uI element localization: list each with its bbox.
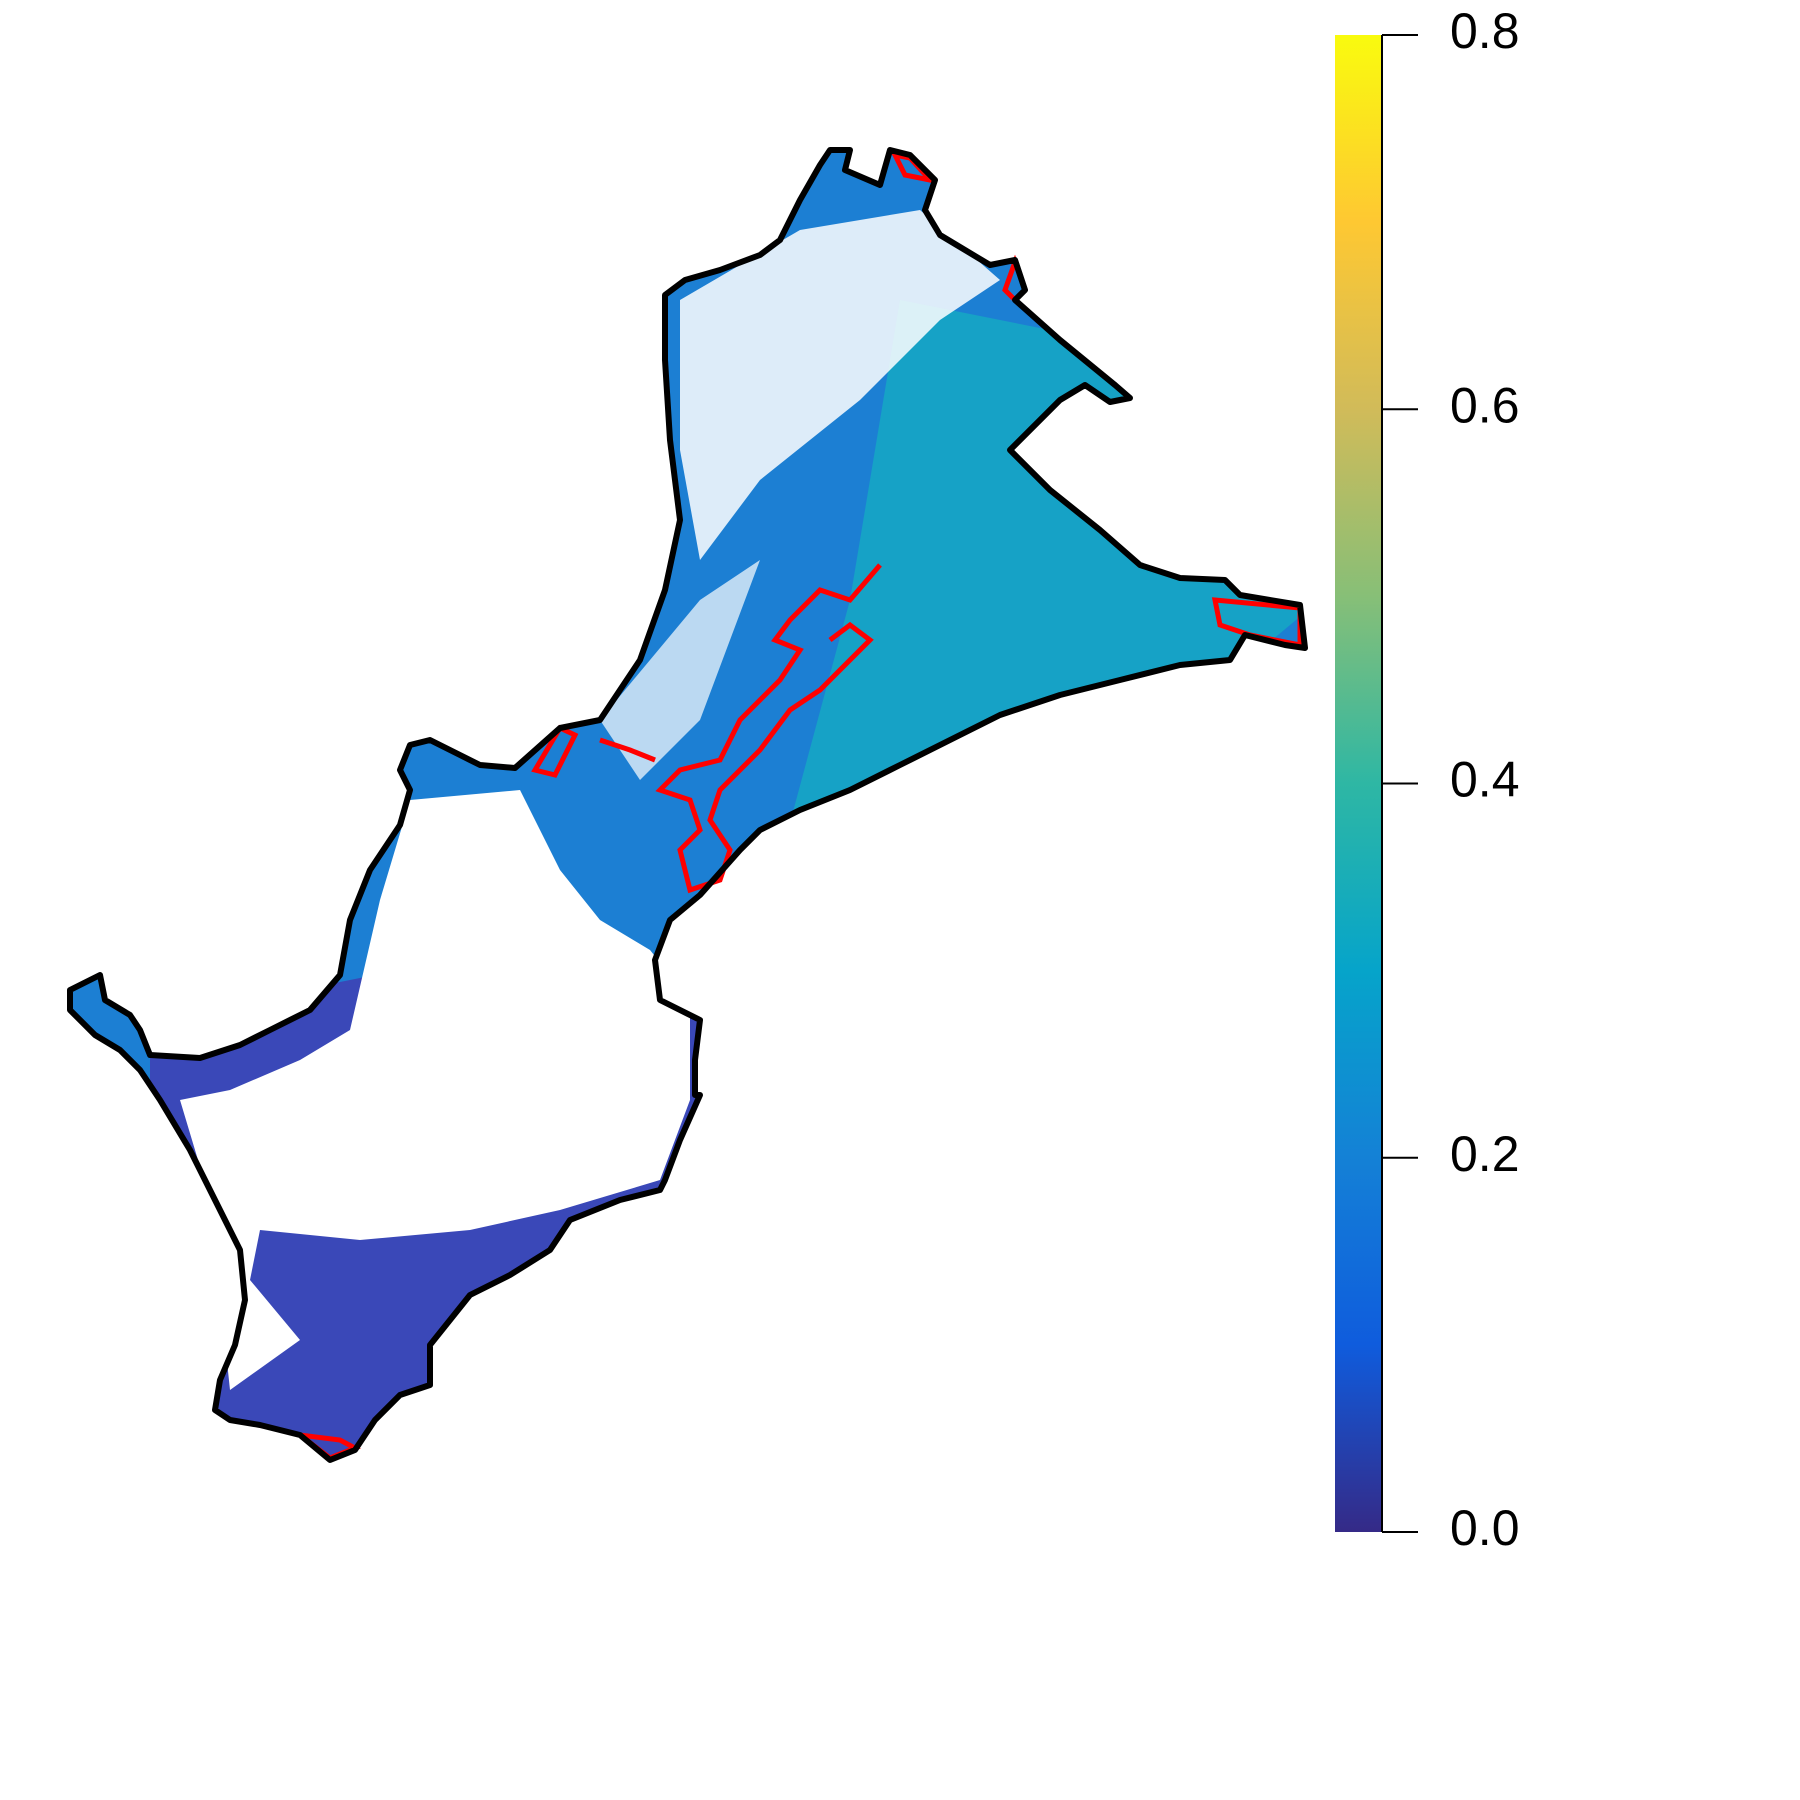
no-data-area xyxy=(180,790,690,1390)
red-contour xyxy=(599,737,656,763)
tick-label: 0.0 xyxy=(1450,1500,1520,1556)
tick-label: 0.2 xyxy=(1450,1126,1520,1182)
no-data-area xyxy=(600,560,760,780)
tick-label: 0.4 xyxy=(1450,752,1520,808)
tick-label: 0.6 xyxy=(1450,377,1520,433)
red-contour xyxy=(655,563,882,894)
red-contour xyxy=(531,724,579,778)
red-contour xyxy=(890,151,937,184)
tick-label: 0.8 xyxy=(1450,3,1520,59)
raster-base xyxy=(70,150,1305,1460)
colorbar xyxy=(1335,35,1382,1532)
no-data-area xyxy=(680,210,1000,560)
raster xyxy=(70,150,1305,1460)
